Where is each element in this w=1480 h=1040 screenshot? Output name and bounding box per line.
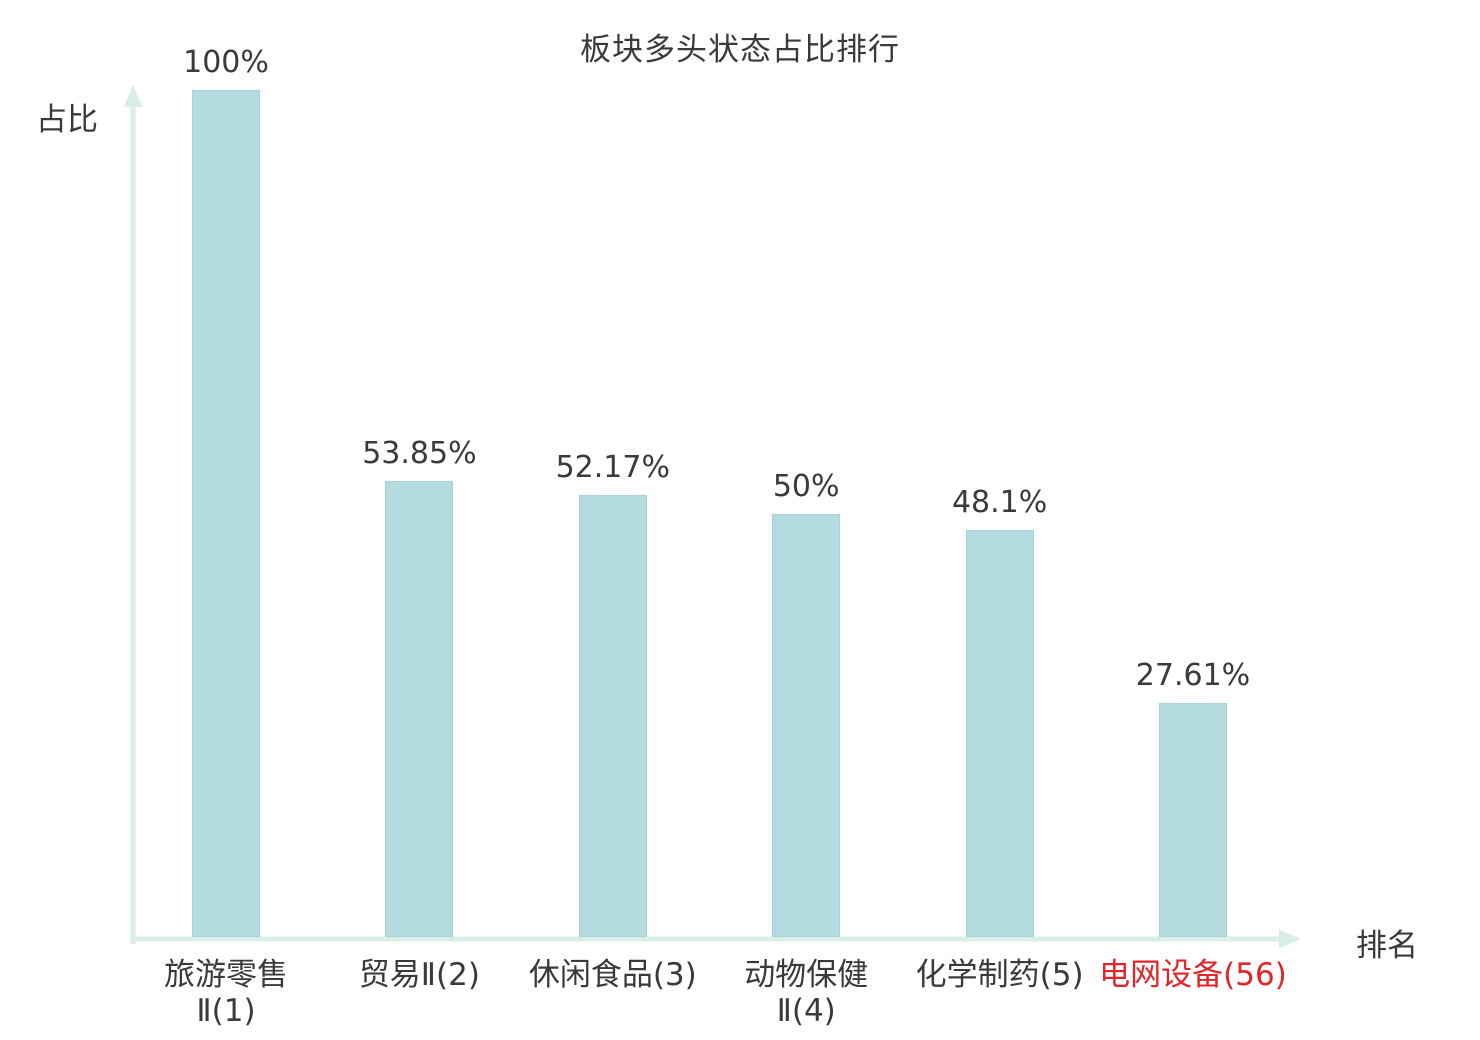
bar-value-label: 52.17% (555, 450, 670, 486)
bar (772, 513, 841, 937)
chart-title: 板块多头状态占比排行 (580, 32, 900, 68)
bar-value-label: 27.61% (1135, 658, 1251, 694)
bar-category-label: 贸易Ⅱ(2) (358, 957, 480, 993)
bar-category-label: 电网设备(56) (1099, 957, 1287, 993)
bar-value-label: 50% (772, 468, 840, 504)
bar-value-label: 100% (183, 45, 269, 80)
bar (578, 495, 647, 937)
bar-value-label: 53.85% (362, 435, 477, 471)
bar (965, 529, 1034, 937)
bar (385, 480, 454, 937)
bar (192, 90, 260, 937)
bar-category-label: 休闲食品(3) (528, 957, 697, 993)
bar-category-label: 动物保健 Ⅱ(4) (744, 957, 869, 1029)
x-axis-label: 排名 (1356, 928, 1418, 964)
bar-value-label: 48.1% (951, 484, 1048, 520)
y-axis-arrow-icon (123, 85, 143, 107)
bar-category-label: 化学制药(5) (915, 957, 1084, 993)
x-axis-arrow-icon (1279, 929, 1301, 949)
bar (1159, 703, 1227, 937)
bar-category-label: 旅游零售 Ⅱ(1) (164, 957, 288, 1029)
y-axis-label: 占比 (36, 102, 98, 138)
